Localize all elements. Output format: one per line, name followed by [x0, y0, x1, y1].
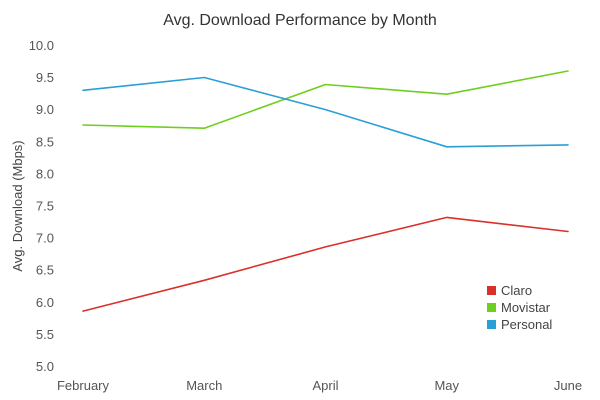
legend-swatch-claro: [487, 286, 496, 295]
legend-label-movistar: Movistar: [501, 300, 551, 315]
y-tick-label: 5.0: [36, 359, 54, 374]
legend-label-personal: Personal: [501, 317, 552, 332]
legend-swatch-movistar: [487, 303, 496, 312]
y-tick-label: 8.0: [36, 166, 54, 181]
y-tick-label: 6.5: [36, 263, 54, 278]
y-tick-label: 7.0: [36, 231, 54, 246]
x-tick-label: February: [57, 378, 110, 393]
y-axis-ticks: 5.0 5.5 6.0 6.5 7.0 7.5 8.0 8.5 9.0 9.5 10.0: [29, 38, 54, 374]
y-tick-label: 6.0: [36, 295, 54, 310]
x-tick-label: May: [434, 378, 459, 393]
x-tick-label: March: [186, 378, 222, 393]
y-tick-label: 7.5: [36, 199, 54, 214]
chart-title: Avg. Download Performance by Month: [163, 12, 437, 29]
series-line-movistar: [82, 70, 569, 129]
series-line-personal: [82, 76, 569, 148]
legend-swatch-personal: [487, 320, 496, 329]
y-axis-label: Avg. Download (Mbps): [10, 140, 25, 271]
y-tick-label: 9.0: [36, 102, 54, 117]
legend-label-claro: Claro: [501, 283, 532, 298]
series-lines: [82, 70, 569, 312]
y-tick-label: 10.0: [29, 38, 54, 53]
x-tick-label: April: [312, 378, 338, 393]
y-tick-label: 9.5: [36, 70, 54, 85]
y-tick-label: 8.5: [36, 134, 54, 149]
x-tick-label: June: [554, 378, 582, 393]
series-line-claro: [82, 216, 569, 312]
y-tick-label: 5.5: [36, 327, 54, 342]
x-axis-ticks: February March April May June: [57, 378, 582, 393]
legend: Claro Movistar Personal: [487, 283, 552, 332]
